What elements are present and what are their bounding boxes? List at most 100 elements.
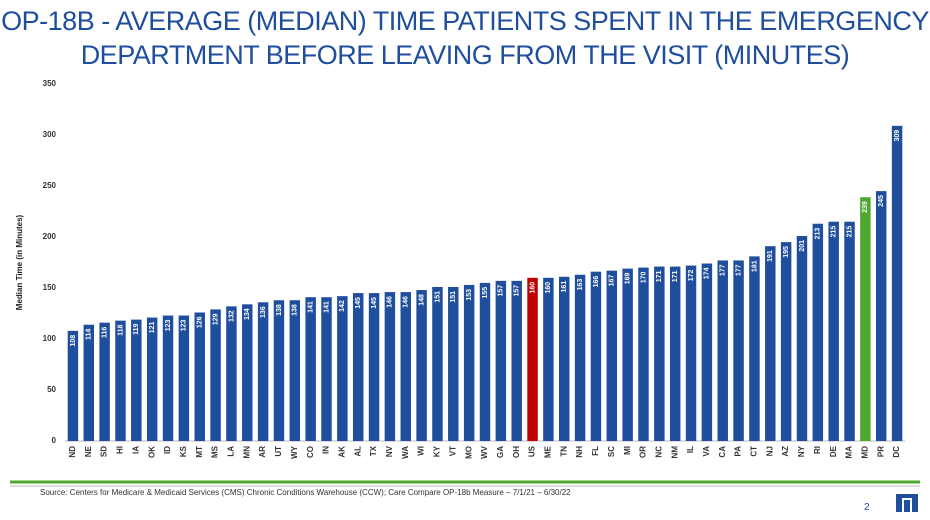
bar (796, 235, 808, 441)
y-tick-label: 0 (52, 436, 57, 445)
x-tick-label: WV (480, 445, 489, 459)
value-label: 123 (165, 319, 172, 331)
x-tick-label: HI (116, 446, 125, 454)
value-label: 153 (466, 289, 473, 301)
bar (384, 292, 396, 441)
x-tick-label: TN (559, 446, 568, 457)
x-tick-label: NM (670, 446, 679, 459)
value-label: 126 (197, 316, 204, 328)
value-label: 167 (609, 275, 616, 287)
bar (242, 304, 253, 441)
bar (210, 309, 221, 441)
value-label: 171 (672, 270, 679, 282)
bar (812, 223, 824, 441)
bar (701, 263, 713, 441)
x-tick-label: MA (845, 446, 854, 459)
bar (860, 197, 871, 441)
bar (162, 315, 174, 441)
bar (654, 266, 665, 441)
value-label: 151 (434, 291, 441, 303)
x-tick-label: NJ (765, 446, 774, 456)
page-number: 2 (864, 502, 870, 513)
value-label: 121 (149, 321, 156, 333)
x-tick-label: UT (274, 446, 283, 457)
bar (733, 260, 744, 441)
x-tick-label: WY (290, 445, 299, 459)
chart-title: OP-18B - AVERAGE (MEDIAN) TIME PATIENTS … (1, 6, 929, 70)
x-tick-label: RI (813, 446, 822, 454)
x-tick-label: GA (496, 446, 505, 458)
y-tick-label: 200 (43, 232, 57, 241)
value-label: 191 (767, 250, 774, 262)
x-tick-label: NV (385, 445, 394, 457)
value-label: 215 (831, 226, 838, 238)
value-label: 157 (498, 285, 505, 297)
x-tick-label: AK (337, 446, 346, 458)
value-label: 160 (545, 282, 552, 294)
logo (896, 494, 918, 512)
value-label: 177 (735, 264, 742, 276)
bar (495, 280, 507, 441)
value-label: 142 (339, 300, 346, 312)
x-tick-label: MN (242, 446, 251, 459)
x-tick-label: DC (892, 446, 901, 458)
value-label: 177 (720, 264, 727, 276)
x-tick-label: DE (829, 445, 838, 457)
x-tick-label: IA (131, 446, 140, 454)
value-label: 155 (482, 287, 489, 299)
y-tick-label: 100 (43, 334, 57, 343)
bar (368, 293, 380, 441)
bar (844, 221, 855, 441)
x-tick-label: PA (734, 446, 743, 457)
bar (749, 256, 760, 441)
x-tick-label: ME (544, 445, 553, 458)
x-tick-label: WA (401, 446, 410, 459)
value-label: 138 (276, 304, 283, 316)
bar (99, 322, 110, 441)
bar (83, 324, 95, 441)
y-tick-label: 150 (43, 283, 57, 292)
bar (574, 274, 586, 441)
x-tick-label: MI (623, 446, 632, 455)
bar (875, 191, 887, 441)
x-tick-label: OH (512, 446, 521, 458)
value-label: 129 (212, 313, 219, 325)
y-tick-label: 300 (43, 130, 57, 139)
value-label: 245 (878, 195, 885, 207)
x-tick-label: LA (227, 446, 236, 457)
bar (780, 242, 792, 441)
bar (337, 296, 348, 441)
value-label: 151 (450, 291, 457, 303)
value-label: 119 (133, 324, 140, 335)
x-tick-label: VA (702, 446, 711, 457)
x-tick-label: OR (639, 446, 648, 458)
value-label: 145 (371, 297, 378, 309)
value-label: 169 (624, 273, 631, 285)
bar (448, 286, 459, 441)
x-tick-label: AL (353, 446, 362, 457)
value-label: 172 (688, 269, 695, 281)
value-label: 148 (418, 294, 425, 306)
bar (765, 246, 776, 441)
value-label: 141 (308, 301, 315, 313)
value-label: 146 (387, 296, 394, 308)
x-tick-label: KY (433, 445, 442, 457)
x-tick-label: CT (750, 446, 759, 457)
value-label: 195 (783, 246, 790, 258)
bar (527, 277, 538, 441)
value-label: 163 (577, 279, 584, 291)
bar (194, 312, 205, 441)
value-label: 141 (323, 301, 330, 313)
bar (178, 315, 190, 441)
bar (352, 293, 364, 441)
bar (511, 280, 522, 441)
value-label: 116 (101, 327, 108, 338)
bar (131, 319, 142, 441)
x-tick-label: CO (306, 446, 315, 458)
x-tick-label: SD (100, 446, 109, 457)
x-tick-label: NE (84, 445, 93, 457)
x-tick-label: AZ (781, 446, 790, 457)
x-tick-label: ND (68, 446, 77, 458)
